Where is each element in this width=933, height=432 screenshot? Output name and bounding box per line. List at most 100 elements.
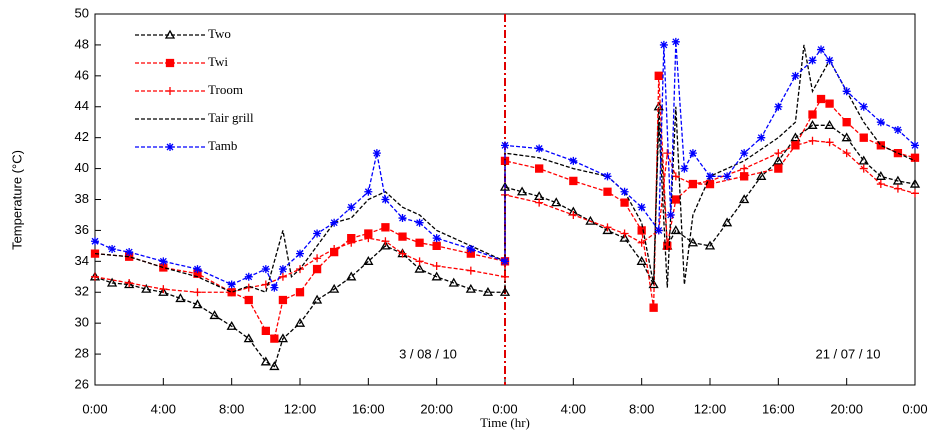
marker [227, 288, 236, 297]
marker [911, 141, 919, 150]
y-tick-label: 32 [75, 284, 89, 299]
marker [415, 238, 424, 247]
marker [226, 320, 237, 330]
y-tick-label: 30 [75, 315, 89, 330]
marker [893, 148, 903, 158]
marker [585, 215, 596, 225]
marker [688, 149, 697, 158]
marker [551, 197, 562, 207]
y-tick-label: 48 [75, 36, 89, 51]
series-line [94, 140, 916, 293]
marker [773, 155, 784, 165]
marker [244, 272, 253, 281]
x-tick-label: 20:00 [830, 401, 863, 416]
marker [671, 195, 680, 204]
marker [808, 136, 817, 145]
marker [277, 333, 289, 343]
marker [603, 172, 612, 181]
marker [858, 155, 869, 165]
y-tick-label: 38 [75, 191, 89, 206]
marker [825, 138, 834, 147]
marker [466, 244, 475, 253]
marker [791, 141, 800, 150]
marker [659, 40, 668, 49]
marker [415, 218, 424, 227]
marker [294, 317, 306, 327]
marker [859, 102, 868, 111]
marker [193, 265, 202, 274]
marker [671, 37, 680, 46]
y-tick-label: 40 [75, 160, 89, 175]
x-tick-label: 4:00 [561, 401, 586, 416]
y-axis-label: Temperature (°C) [9, 150, 24, 250]
marker [501, 272, 509, 281]
marker [875, 171, 886, 180]
x-tick-label: 4:00 [151, 401, 176, 416]
legend-label: Tamb [208, 138, 237, 153]
marker [278, 265, 287, 274]
marker [620, 229, 629, 238]
marker [516, 186, 528, 196]
marker [278, 295, 288, 305]
marker [501, 141, 509, 150]
marker [569, 210, 578, 219]
marker [381, 195, 390, 204]
marker [329, 283, 340, 293]
marker [501, 257, 509, 266]
marker [721, 217, 733, 227]
annotation: 21 / 07 / 10 [815, 346, 880, 361]
marker [740, 149, 749, 158]
marker [817, 45, 826, 54]
marker [125, 278, 134, 287]
marker [663, 149, 672, 158]
marker [380, 240, 391, 250]
annotation: 3 / 08 / 10 [399, 346, 457, 361]
marker [740, 164, 749, 173]
marker [680, 164, 689, 173]
marker [381, 223, 390, 232]
marker [757, 133, 766, 142]
marker [269, 361, 280, 371]
x-axis-label: Time (hr) [480, 415, 530, 430]
marker [192, 299, 203, 309]
marker [620, 187, 629, 196]
marker [398, 214, 407, 223]
y-tick-label: 28 [75, 346, 89, 361]
marker [106, 277, 118, 287]
y-tick-label: 42 [75, 129, 89, 144]
marker [312, 264, 322, 274]
y-tick-label: 50 [75, 5, 89, 20]
marker [91, 237, 99, 246]
marker [227, 280, 236, 289]
marker [602, 225, 613, 235]
y-tick-label: 44 [75, 98, 89, 113]
legend-label: Two [208, 26, 231, 41]
marker [893, 125, 902, 134]
marker [876, 180, 885, 189]
marker [654, 71, 663, 80]
marker [499, 286, 511, 296]
marker [824, 119, 835, 129]
marker [261, 265, 270, 274]
x-tick-label: 16:00 [762, 401, 795, 416]
marker [636, 256, 647, 265]
marker [859, 164, 868, 173]
marker [141, 283, 152, 293]
marker [159, 285, 168, 294]
marker [893, 184, 902, 193]
marker [311, 294, 323, 304]
marker [415, 257, 424, 266]
marker [432, 241, 441, 251]
marker [91, 272, 99, 281]
marker [619, 232, 630, 242]
marker [535, 144, 544, 153]
marker [569, 176, 578, 186]
marker [158, 286, 169, 296]
marker [825, 56, 834, 65]
marker [816, 94, 826, 104]
marker [535, 164, 544, 173]
marker [911, 189, 919, 198]
marker [670, 225, 681, 235]
marker [448, 277, 459, 287]
marker [244, 295, 253, 305]
